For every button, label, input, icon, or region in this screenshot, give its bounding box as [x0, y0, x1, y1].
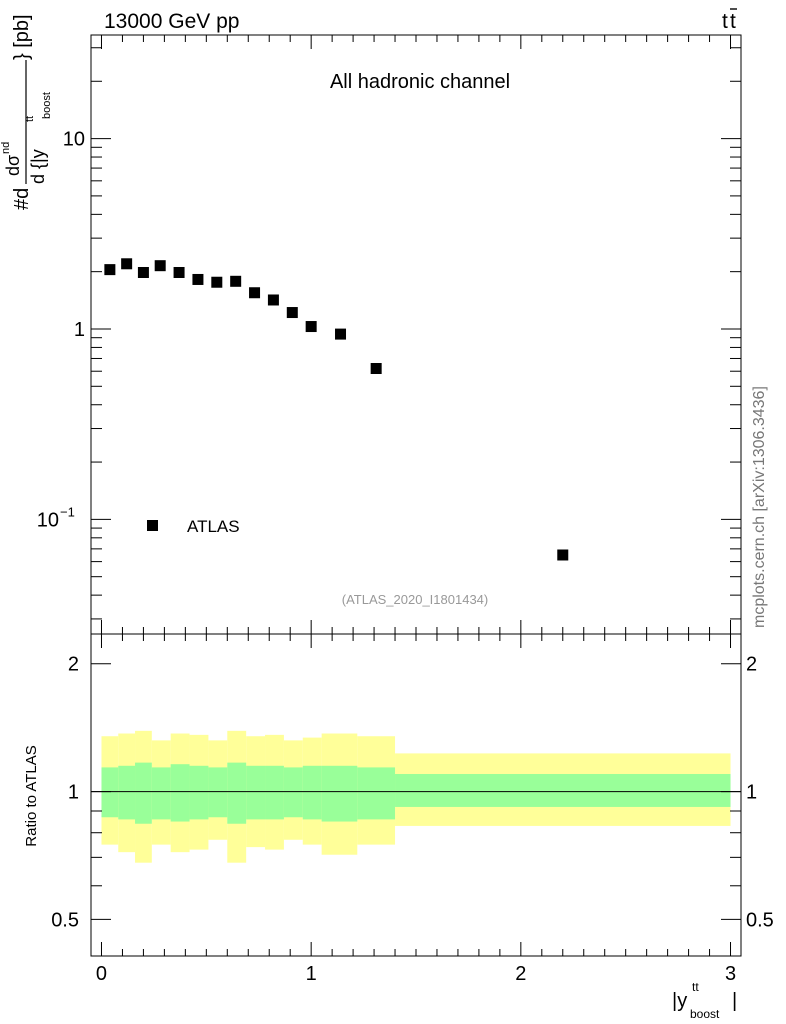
- inner-band-bin-9: [246, 765, 266, 820]
- ratio-ytick-label-right-3: 0.5: [746, 909, 774, 931]
- ratio-plot-area: [91, 730, 741, 863]
- inner-band-bin-13: [321, 765, 358, 822]
- ratio-ylabel: Ratio to ATLAS: [23, 745, 40, 846]
- ratio-xtick-label-1: 0: [96, 963, 107, 985]
- main-ytick-label-1: 10: [63, 129, 85, 151]
- inner-band-bin-12: [302, 765, 322, 820]
- xlabel-main: |y: [672, 990, 687, 1012]
- data-point-14: [370, 363, 382, 375]
- ratio-ytick-label-right-1: 2: [746, 654, 757, 676]
- inner-band-bin-14: [357, 767, 396, 820]
- inner-band-bin-7: [208, 767, 228, 818]
- process-label: t t: [722, 8, 737, 33]
- ratio-panel: 0 1 2 3 2 2 1 1 0.5 0.5 Ratio to ATLAS |y tt boos…: [23, 633, 774, 1021]
- side-label: mcplots.cern.ch [arXiv:1306.3436]: [751, 386, 768, 628]
- inner-band-bin-8: [227, 762, 247, 824]
- inner-band-bin-10: [265, 765, 284, 820]
- ratio-xlabel: |y tt boost |: [672, 980, 737, 1021]
- legend: ATLAS: [147, 517, 240, 536]
- ratio-ytick-label-1: 2: [68, 654, 79, 676]
- inner-band-bin-3: [135, 762, 152, 824]
- data-point-9: [249, 287, 261, 299]
- legend-label-atlas: ATLAS: [187, 517, 240, 536]
- xlabel-sub: boost: [690, 1007, 720, 1021]
- legend-marker-atlas: [147, 520, 158, 531]
- data-point-12: [305, 321, 317, 333]
- data-point-13: [335, 328, 347, 340]
- ratio-xtick-label-4: 3: [725, 963, 736, 985]
- inner-band-bin-6: [189, 765, 209, 820]
- inner-band-bin-15: [395, 773, 731, 807]
- ratio-tick-labels: 0 1 2 3 2 2 1 1 0.5 0.5: [51, 654, 774, 985]
- energy-label: 13000 GeV pp: [104, 10, 239, 33]
- ratio-xtick-label-2: 1: [306, 963, 317, 985]
- data-point-4: [154, 260, 166, 272]
- ylabel-suffix: } [pb]: [11, 14, 33, 60]
- ratio-ytick-label-2: 1: [68, 782, 79, 804]
- ratio-ticks: [91, 634, 741, 956]
- data-point-3: [137, 266, 149, 278]
- main-ytick-label-3: 10: [37, 509, 59, 531]
- data-point-6: [192, 273, 204, 285]
- main-ytick-label-exponent-3: −1: [60, 504, 75, 519]
- data-point-15: [557, 549, 569, 561]
- inner-band-bin-2: [118, 765, 136, 820]
- data-point-7: [211, 276, 223, 288]
- main-frame: [90, 34, 742, 635]
- ylabel-denominator: d {|y: [28, 149, 48, 184]
- ratio-ytick-label-right-2: 1: [746, 782, 757, 804]
- analysis-id: (ATLAS_2020_I1801434): [342, 592, 488, 607]
- main-plot-area: [104, 258, 569, 561]
- ylabel-numerator: dσ: [3, 155, 23, 176]
- process-label-tbar: t: [730, 10, 736, 33]
- inner-band-bin-5: [170, 764, 190, 822]
- ratio-ytick-label-3: 0.5: [51, 909, 79, 931]
- process-label-t: t: [722, 10, 728, 33]
- main-ticks: [91, 35, 741, 634]
- data-point-1: [104, 264, 116, 276]
- ylabel-denominator-sub: boost: [41, 92, 53, 119]
- data-point-5: [173, 266, 185, 278]
- data-point-10: [267, 294, 279, 306]
- xlabel-end: |: [732, 990, 737, 1012]
- main-ylabel: #d dσ nd d {|y tt boost } [pb]: [0, 14, 53, 210]
- inner-band-bin-4: [151, 767, 171, 820]
- data-point-11: [286, 307, 298, 319]
- main-title: All hadronic channel: [330, 71, 510, 93]
- inner-band-bin-1: [101, 767, 119, 818]
- xlabel-sup: tt: [692, 980, 699, 994]
- ratio-xtick-label-3: 2: [515, 963, 526, 985]
- data-point-2: [121, 258, 133, 270]
- ylabel-prefix: #d: [11, 188, 33, 210]
- inner-band-bin-11: [283, 767, 303, 818]
- main-ytick-label-2: 1: [74, 319, 85, 341]
- data-point-8: [230, 275, 242, 287]
- ylabel-numerator-sup: nd: [0, 142, 12, 154]
- ylabel-denominator-sup: tt: [24, 116, 36, 122]
